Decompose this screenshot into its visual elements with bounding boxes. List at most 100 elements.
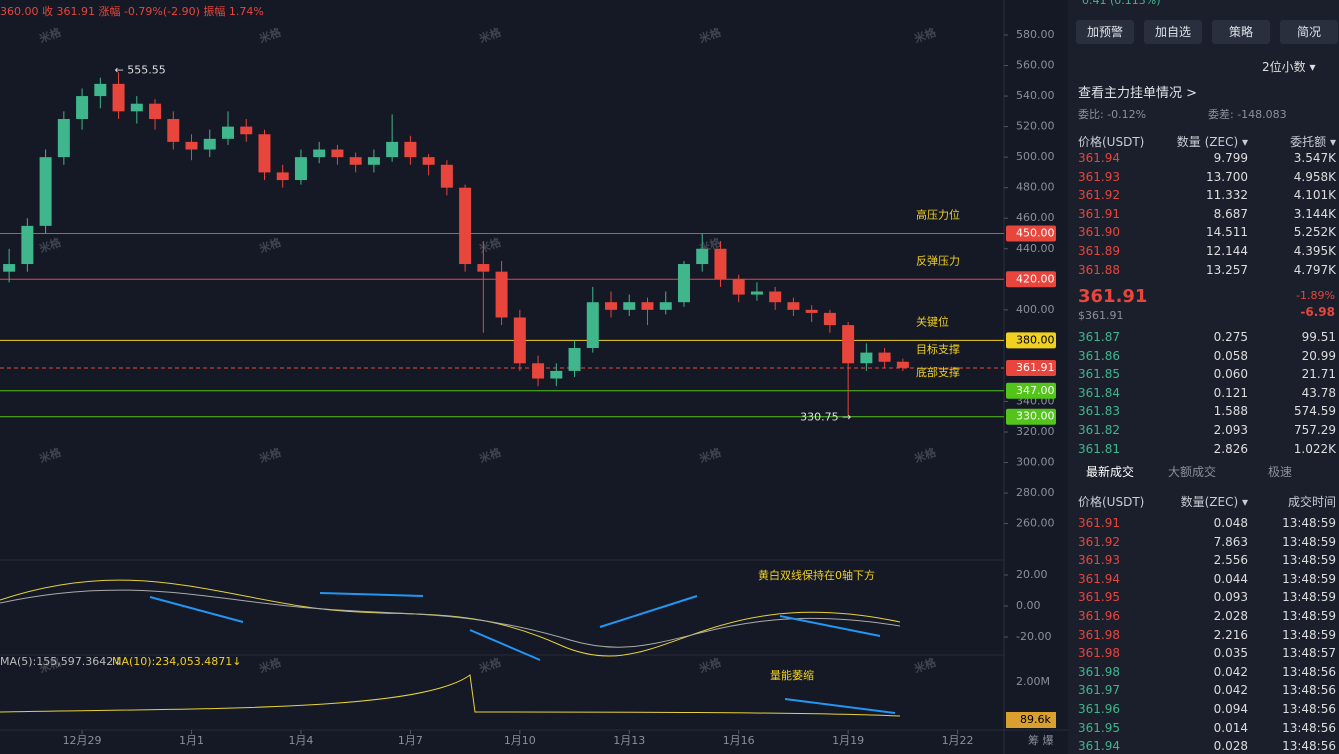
candle-body [860, 352, 873, 364]
book-header: 数量 (ZEC) ▾ [1176, 135, 1248, 149]
bid-row: 43.78 [1301, 385, 1336, 400]
watermark: 米格 [256, 445, 283, 466]
ask-row: 9.799 [1213, 151, 1248, 165]
bid-row: 20.99 [1301, 348, 1336, 363]
trade-qty: 0.028 [1213, 739, 1248, 754]
candle-body [477, 264, 490, 272]
candle-body [842, 325, 855, 364]
x-tick-label: 1月19 [832, 734, 864, 747]
trade-time: 13:48:59 [1282, 571, 1336, 586]
axis-corner: 筹 爆 [1028, 733, 1054, 747]
button[interactable]: 简况 [1280, 20, 1338, 44]
level-label: 380.00 [1016, 333, 1055, 346]
y-tick-label: 500.00 [1016, 150, 1055, 163]
candle-body [276, 172, 289, 181]
candle-body [677, 264, 690, 303]
decimals: 2位小数 ▾ [1262, 60, 1316, 74]
ask-row: 361.90 [1078, 225, 1120, 240]
candle-body [258, 134, 271, 173]
trade-qty: 0.014 [1213, 720, 1248, 735]
trade-qty: 0.048 [1213, 516, 1248, 530]
low-label: 330.75 → [800, 411, 851, 424]
vol-tick: 2.00M [1016, 675, 1050, 688]
x-tick-label: 12月29 [63, 734, 102, 747]
watermark: 米格 [256, 235, 283, 256]
trend-arrows [149, 592, 896, 714]
level-label: 420.00 [1016, 272, 1055, 285]
level-label: 330.00 [1016, 410, 1055, 423]
button[interactable]: 策略 [1212, 20, 1270, 44]
trade-price: 361.97 [1078, 683, 1120, 698]
x-tick-label: 1月4 [288, 734, 313, 747]
trade-time: 13:48:59 [1282, 516, 1336, 530]
candle-body [221, 126, 234, 139]
ask-row: 361.92 [1078, 188, 1120, 203]
book-header: 价格(USDT) [1078, 135, 1145, 149]
candle-body [896, 361, 909, 368]
candle-body [349, 157, 362, 165]
candle-body [367, 157, 380, 165]
level-box [1006, 382, 1056, 399]
trade-qty: 0.042 [1213, 683, 1248, 698]
level-label: 347.00 [1016, 384, 1055, 397]
candle-body [623, 302, 636, 310]
y-tick-label: 520.00 [1016, 120, 1055, 133]
candle-body [878, 352, 891, 362]
candle-body [568, 348, 581, 371]
trade-price: 361.93 [1078, 553, 1120, 568]
candle-body [167, 118, 180, 142]
candle-body [714, 248, 727, 280]
trade-price: 361.91 [1078, 516, 1120, 530]
vol-current: 89.6k [1020, 713, 1051, 726]
watermark: 米格 [36, 235, 63, 256]
trade-time: 13:48:56 [1282, 664, 1336, 679]
trade-qty: 0.093 [1213, 590, 1248, 605]
quote-line: 360.00 收 361.91 涨幅 -0.79%(-2.90) 振幅 1.74… [0, 4, 264, 18]
candle-body [605, 302, 618, 310]
last-usd: $361.91 [1078, 309, 1124, 322]
button[interactable]: 加自选 [1144, 20, 1202, 44]
bid-row: 757.29 [1294, 423, 1336, 437]
watermark: 米格 [36, 445, 63, 466]
trade-time: 13:48:56 [1282, 720, 1336, 735]
candle-body [203, 138, 216, 150]
candle-body [696, 248, 709, 265]
watermark: 米格 [696, 655, 723, 676]
level-note: 底部支撑 [916, 365, 960, 379]
candle-body [185, 141, 198, 150]
x-tick-label: 1月10 [504, 734, 536, 747]
bid-row: 574.59 [1294, 404, 1336, 419]
ratio: 委比: -0.12% [1078, 108, 1147, 121]
level-note: 目标支撑 [916, 342, 960, 356]
x-tick-label: 1月7 [398, 734, 423, 747]
last-pct: -1.89% [1296, 289, 1335, 302]
trade-qty: 0.094 [1213, 702, 1248, 716]
ask-row: 361.88 [1078, 262, 1120, 277]
trade-price: 361.98 [1078, 646, 1120, 661]
button[interactable]: 加预警 [1076, 20, 1134, 44]
candle-body [586, 302, 599, 349]
trade-qty: 2.216 [1213, 627, 1248, 642]
candle-body [404, 141, 417, 158]
candle-body [459, 187, 472, 265]
trade-price: 361.96 [1078, 609, 1120, 623]
ask-row: 4.395K [1293, 244, 1336, 258]
trade-qty: 0.044 [1213, 571, 1248, 586]
watermark: 米格 [36, 25, 63, 46]
y-tick-label: 280.00 [1016, 486, 1055, 499]
candle-body [386, 141, 399, 158]
y-tick-label: 540.00 [1016, 89, 1055, 102]
bid-row: 2.093 [1213, 423, 1248, 437]
trade-qty: 0.035 [1213, 646, 1248, 661]
last-chg: -6.98 [1300, 305, 1335, 319]
level-note: 反弹压力 [916, 253, 960, 267]
candle-body [294, 157, 307, 181]
candle-body [641, 302, 654, 310]
trade-price: 361.94 [1078, 739, 1120, 754]
bid-row: 0.275 [1213, 330, 1248, 344]
candle-body [787, 302, 800, 310]
candle-body [39, 157, 52, 226]
watermark: 米格 [256, 25, 283, 46]
x-tick-label: 1月1 [179, 734, 204, 747]
trade-time: 13:48:56 [1282, 739, 1336, 754]
